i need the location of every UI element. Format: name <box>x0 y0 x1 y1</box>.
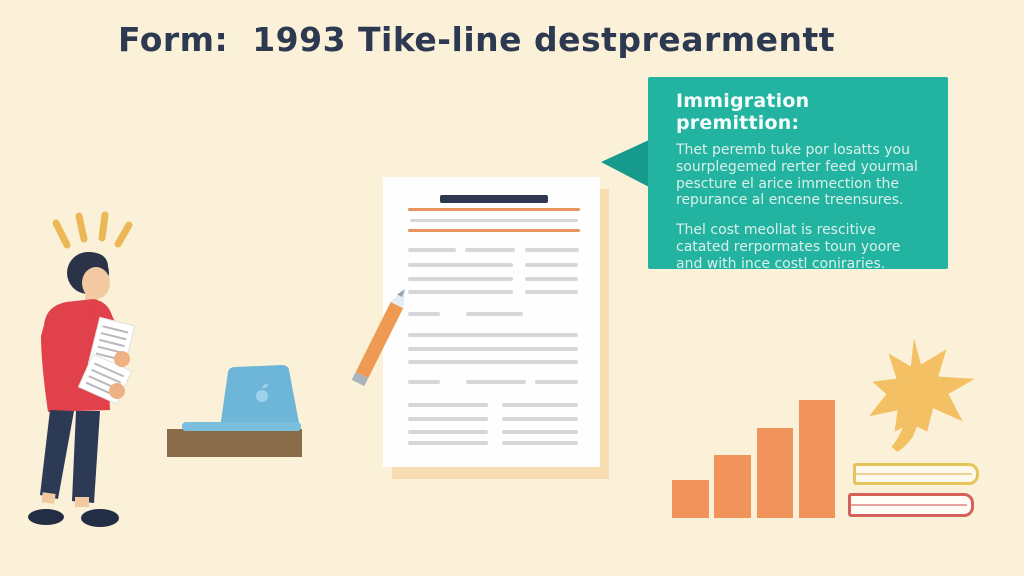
pencil-icon <box>351 289 405 387</box>
book-red <box>848 493 974 517</box>
pencil-end-cap <box>351 371 369 387</box>
person-face <box>82 267 110 299</box>
document-line <box>408 417 488 421</box>
document-line <box>408 248 456 252</box>
document-line <box>466 380 526 384</box>
person-ankle-front <box>75 497 89 507</box>
document-line <box>525 248 579 252</box>
person-ankle-back <box>41 492 56 504</box>
alert-rays-icon <box>52 211 133 249</box>
document-line <box>408 403 488 407</box>
speech-bubble-paragraph-2: Thel cost meollat is rescitive catated r… <box>676 222 901 272</box>
bar <box>799 400 835 518</box>
maple-leaf-icon <box>869 338 975 452</box>
speech-bubble-heading: Immigration premittion: <box>676 90 810 134</box>
document-line <box>408 263 513 267</box>
page-title: Form: 1993 Tike-line destprearmentt <box>118 20 836 59</box>
document-line <box>408 290 513 294</box>
bar-chart-icon <box>672 400 836 518</box>
laptop-base <box>182 422 301 431</box>
book-page-line <box>856 473 972 475</box>
document-line <box>408 360 578 364</box>
document-line <box>410 219 578 222</box>
document-line <box>408 430 488 434</box>
person-hand-right <box>114 351 130 367</box>
speech-bubble-tail-icon <box>601 140 649 187</box>
person-leg-back <box>40 410 74 499</box>
speech-bubble-paragraph-1: Thet peremb tuke por losatts you sourple… <box>676 142 918 209</box>
document-line <box>502 441 578 445</box>
pencil-lead <box>397 289 405 297</box>
document-line <box>408 208 580 211</box>
bar <box>757 428 793 518</box>
document-title-bar <box>440 195 548 203</box>
document-line <box>408 333 578 337</box>
book-page-line <box>851 504 967 506</box>
laptop-icon <box>182 365 301 431</box>
document-line <box>502 430 578 434</box>
document-line <box>408 312 440 316</box>
book-yellow <box>853 463 979 485</box>
document-line <box>525 277 578 281</box>
person-illustration <box>28 211 136 527</box>
bar <box>672 480 709 518</box>
document-line <box>465 248 515 252</box>
document-line <box>408 441 488 445</box>
desk <box>167 429 302 457</box>
person-leg-front <box>72 411 100 503</box>
document-line <box>408 347 578 351</box>
person-shoe-back <box>28 509 64 525</box>
person-shoe-front <box>81 509 119 527</box>
person-hand-left <box>109 383 125 399</box>
speech-bubble: Immigration premittion: Thet peremb tuke… <box>648 77 948 272</box>
bar <box>714 455 751 518</box>
document-line <box>535 380 578 384</box>
document-line <box>408 380 440 384</box>
document-line <box>466 312 523 316</box>
document-line <box>408 229 580 232</box>
document-line <box>408 277 513 281</box>
document-line <box>525 263 578 267</box>
document-line <box>502 403 578 407</box>
pencil-body <box>355 301 404 379</box>
person-hair-front <box>68 252 109 281</box>
apple-logo-icon <box>256 383 268 402</box>
document-line <box>525 290 578 294</box>
document-line <box>502 417 578 421</box>
document-illustration <box>383 177 600 467</box>
